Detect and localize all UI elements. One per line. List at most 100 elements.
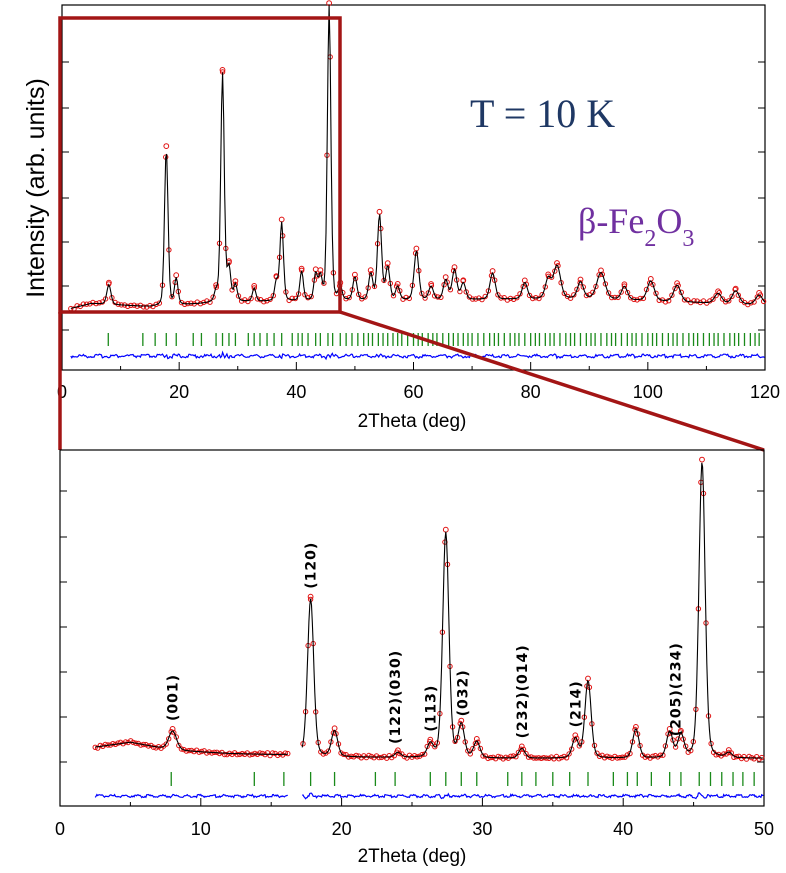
observed-point: [325, 748, 332, 754]
phase-prefix: β-Fe: [578, 201, 644, 241]
x-tick-label: 20: [169, 382, 189, 402]
observed-point: [615, 294, 621, 301]
hkl-labels: (001) (120) (122)(030) (113) (032) (232)(014)…: [166, 542, 685, 744]
observed-point: [234, 751, 240, 758]
overview-panel: 0 20 40 60 80 100 120 2Theta (deg) Intensity (…: [22, 0, 780, 432]
x-tick-label: 10: [191, 819, 211, 839]
observed-point: [390, 293, 397, 299]
phase-subscript-1: 2: [644, 226, 656, 252]
observed-point: [556, 756, 562, 762]
observed-point: [760, 298, 767, 305]
observed-point: [396, 750, 402, 757]
observed-point: [213, 284, 220, 290]
observed-point: [467, 751, 473, 757]
observed-point: [604, 753, 610, 759]
observed-point: [171, 729, 177, 736]
observed-point: [650, 281, 656, 288]
observed-point: [312, 266, 319, 273]
observed-point: [138, 742, 144, 748]
observed-point: [237, 751, 243, 758]
observed-point: [571, 292, 577, 298]
observed-point: [102, 741, 109, 748]
observed-point: [413, 245, 420, 252]
x-tick-label: 20: [332, 819, 352, 839]
observed-point: [726, 298, 732, 304]
observed-point: [245, 298, 251, 305]
observed-point: [178, 746, 185, 752]
observed-point: [442, 526, 449, 533]
observed-point: [514, 295, 520, 301]
observed-point: [366, 752, 372, 759]
overview-x-ticks: 0 20 40 60 80 100 120: [57, 362, 780, 402]
observed-point: [96, 300, 103, 306]
observed-point: [470, 745, 476, 752]
observed-point: [577, 280, 583, 286]
observed-point: [563, 755, 570, 761]
hkl-label: (122)(030): [388, 650, 404, 744]
observed-point: [710, 296, 716, 302]
observed-point: [278, 216, 285, 223]
observed-point: [411, 753, 418, 759]
observed-point: [352, 275, 359, 282]
observed-point: [384, 260, 391, 267]
hkl-label: (113): [423, 685, 439, 732]
overview-observed-points: [68, 0, 767, 312]
x-tick-label: 0: [55, 819, 65, 839]
zoom-calculated-curve: [95, 462, 764, 759]
zoom-bragg-ticks: [170, 772, 755, 786]
observed-point: [140, 304, 147, 310]
observed-point: [748, 300, 754, 306]
temperature-annotation: T = 10 K: [470, 91, 615, 136]
observed-point: [219, 67, 226, 73]
observed-point: [110, 741, 116, 747]
observed-point: [307, 593, 314, 600]
x-tick-label: 100: [633, 382, 663, 402]
zoom-x-axis-title: 2Theta (deg): [358, 846, 467, 867]
observed-point: [163, 143, 170, 150]
observed-point: [485, 755, 491, 762]
observed-point: [90, 299, 96, 306]
observed-point: [362, 294, 368, 300]
observed-point: [482, 293, 488, 300]
observed-point: [585, 675, 591, 682]
zoom-y-ticks: [60, 490, 764, 763]
observed-point: [422, 751, 428, 757]
observed-point: [432, 744, 438, 750]
observed-point: [577, 276, 584, 283]
hkl-label: (232)(014): [515, 644, 531, 738]
overview-calculated-curve: [70, 5, 766, 309]
observed-point: [719, 296, 726, 302]
observed-point: [539, 292, 545, 298]
phase-subscript-2: 3: [682, 226, 694, 252]
observed-point: [576, 743, 582, 749]
observed-point: [751, 299, 757, 305]
observed-point: [221, 751, 228, 758]
observed-point: [320, 751, 326, 757]
observed-point: [292, 295, 299, 302]
observed-point: [653, 290, 659, 296]
observed-point: [669, 292, 675, 298]
x-tick-label: 60: [403, 382, 423, 402]
zoom-difference-curve: [94, 792, 764, 800]
observed-point: [285, 750, 291, 757]
observed-point: [422, 295, 428, 301]
observed-point: [650, 753, 656, 759]
observed-point: [681, 297, 688, 303]
observed-point: [479, 296, 485, 303]
observed-point: [338, 750, 344, 756]
observed-point: [282, 750, 288, 756]
observed-point: [567, 295, 574, 301]
overview-difference-curve: [70, 350, 765, 361]
zoom-connector-right: [339, 310, 765, 452]
observed-point: [153, 301, 159, 307]
observed-point: [624, 752, 631, 758]
observed-point: [618, 289, 624, 295]
observed-point: [333, 731, 339, 737]
observed-point: [520, 746, 527, 753]
observed-point: [169, 294, 175, 300]
observed-point: [716, 290, 722, 296]
observed-point: [442, 274, 449, 281]
overview-y-axis-title: Intensity (arb. units): [22, 78, 50, 298]
zoom-region-box: [58, 16, 342, 314]
observed-point: [523, 750, 529, 757]
